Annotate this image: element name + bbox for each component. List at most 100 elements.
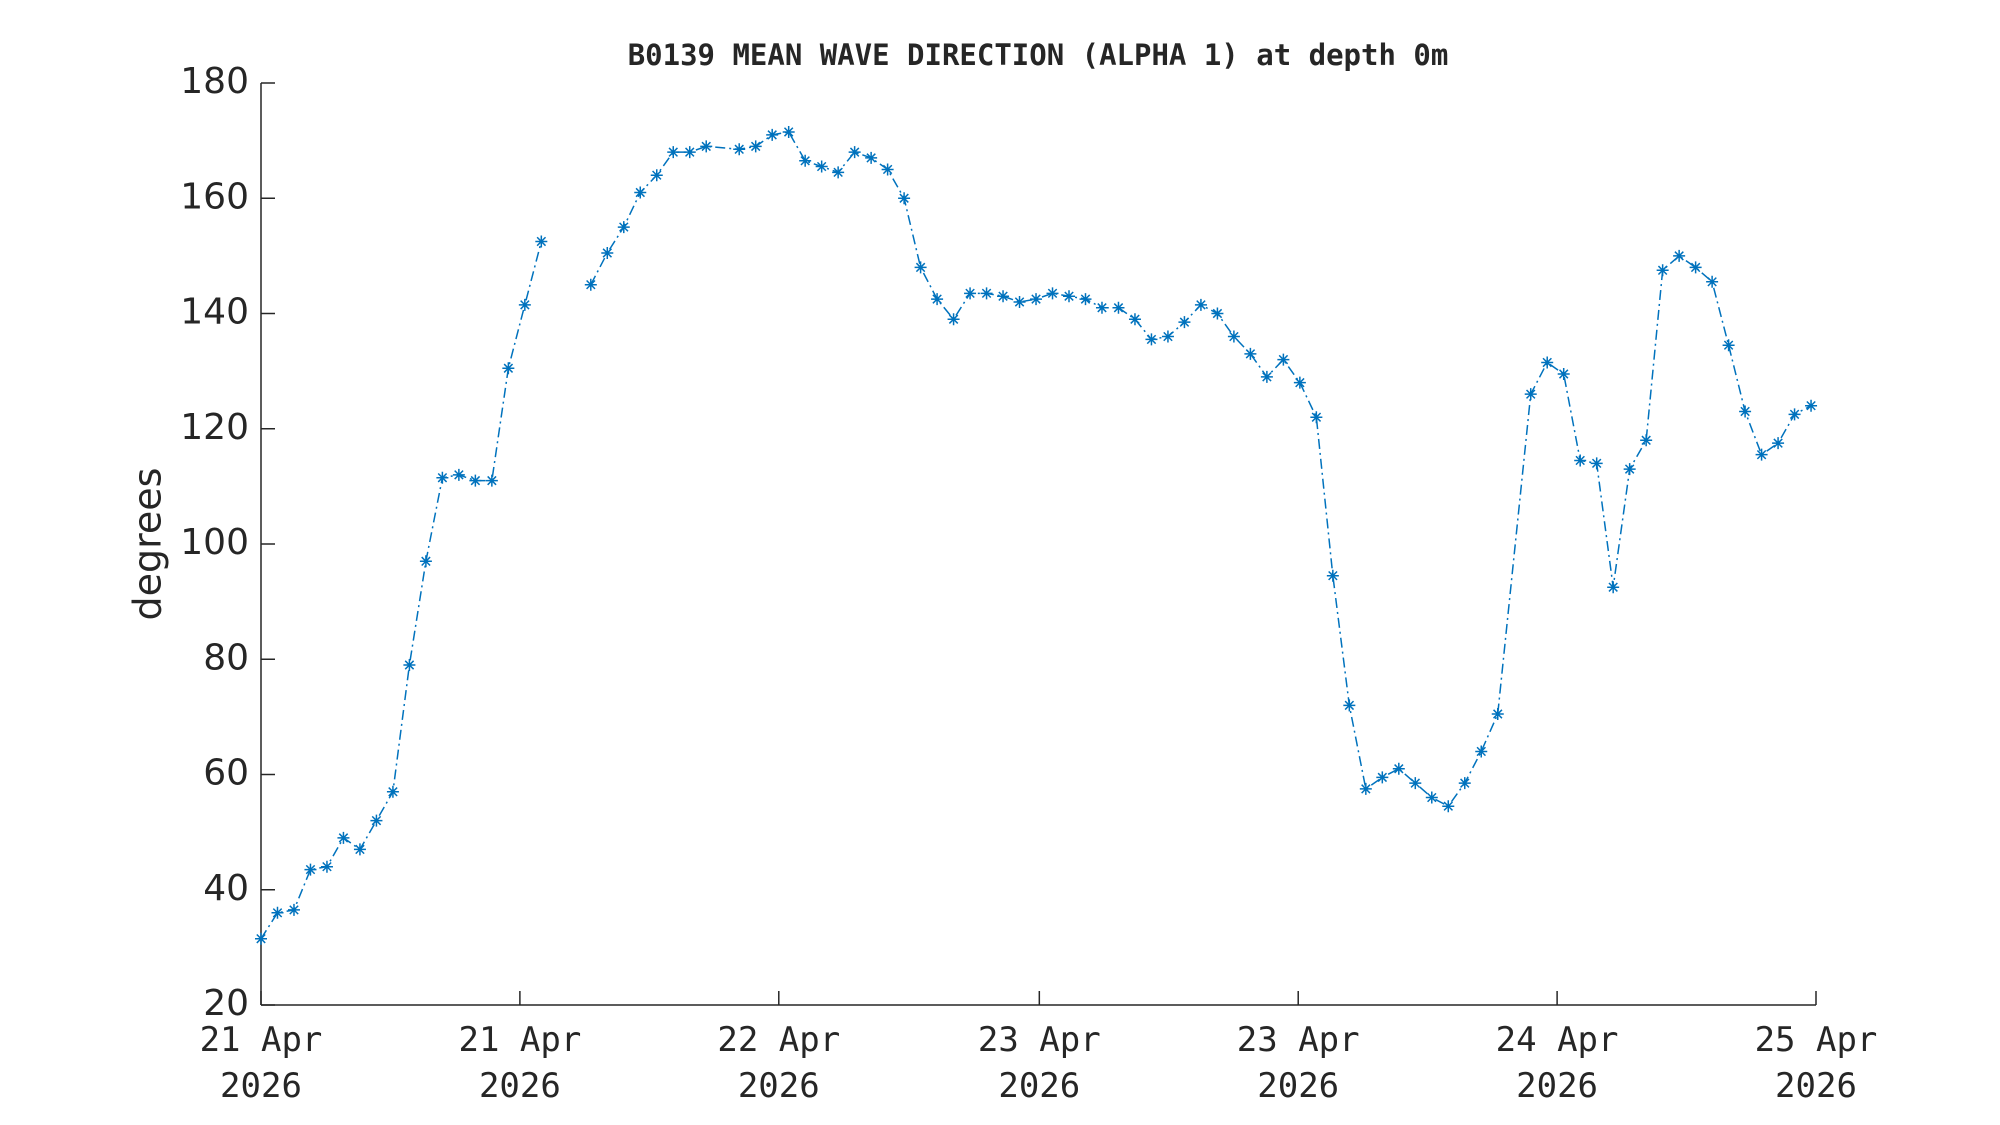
data-point [1805,399,1818,412]
data-point [815,160,828,173]
data-point [1442,800,1455,813]
y-tick-label: 120 [180,407,249,448]
data-point [403,659,416,672]
data-point [518,298,531,311]
data-point [1491,707,1504,720]
data-point [287,903,300,916]
y-tick-label: 80 [203,637,249,678]
data-point [1409,777,1422,790]
data-point [353,843,366,856]
y-tick-label: 100 [180,522,249,563]
data-point [1178,316,1191,329]
data-point [1013,295,1026,308]
data-point [1128,313,1141,326]
chart-title: B0139 MEAN WAVE DIRECTION (ALPHA 1) at d… [628,38,1449,72]
data-point [865,151,878,164]
data-point [419,555,432,568]
data-point [1755,448,1768,461]
data-point [304,863,317,876]
data-point [683,146,696,159]
data-point [1689,261,1702,274]
y-axis-label: degrees [126,468,170,621]
x-tick-label: 23 Apr 2026 [977,1020,1101,1106]
y-tick-label: 20 [203,983,249,1024]
y-tick-label: 140 [180,292,249,333]
data-point [337,831,350,844]
x-tick-label: 25 Apr 2026 [1754,1020,1878,1106]
data-point [1739,405,1752,418]
data-point [799,154,812,167]
data-point [535,235,548,248]
data-point [1557,368,1570,381]
data-point [1244,347,1257,360]
data-point [997,290,1010,303]
data-point [733,143,746,156]
data-point [1788,408,1801,421]
data-point [1772,437,1785,450]
data-point [980,287,993,300]
data-point [1475,745,1488,758]
data-point [832,166,845,179]
data-point [1343,699,1356,712]
data-point [370,814,383,827]
data-point [1194,298,1207,311]
data-point [766,128,779,141]
x-tick-label: 24 Apr 2026 [1495,1020,1619,1106]
data-point [1326,569,1339,582]
data-point [1063,290,1076,303]
x-tick-label: 23 Apr 2026 [1236,1020,1360,1106]
data-point [1293,376,1306,389]
data-point [1458,777,1471,790]
data-point [1541,356,1554,369]
data-point [271,906,284,919]
data-point [1524,388,1537,401]
data-point [1095,301,1108,314]
y-tick-label: 40 [203,868,249,909]
data-point [436,471,449,484]
data-point [255,932,267,945]
x-tick-label: 21 Apr 2026 [458,1020,582,1106]
data-point [947,313,960,326]
data-point [1227,330,1240,343]
data-point [749,140,762,153]
data-point [584,278,597,291]
y-tick-label: 180 [180,61,249,102]
x-tick-label: 22 Apr 2026 [717,1020,841,1106]
data-point [469,474,482,487]
data-point [1590,457,1603,470]
data-point [1359,782,1372,795]
data-point [386,785,399,798]
data-point [617,221,630,234]
data-point [1640,434,1653,447]
data-point [848,146,861,159]
data-point [1112,301,1125,314]
data-point [914,261,927,274]
data-point [452,468,465,481]
data-point [1046,287,1059,300]
data-point [881,163,894,176]
data-point [1656,264,1669,277]
y-tick-label: 60 [203,753,249,794]
data-point [1145,333,1158,346]
data-point [1310,411,1323,424]
data-point [1030,293,1043,306]
data-point [1673,249,1686,262]
data-point [1706,275,1719,288]
data-point [964,287,977,300]
y-tick-label: 160 [180,176,249,217]
series-line [260,131,1812,940]
data-point [931,293,944,306]
data-point [1079,293,1092,306]
data-point [485,474,498,487]
data-point [320,860,333,873]
data-point [650,169,663,182]
data-point [782,125,795,138]
data-point [667,146,680,159]
data-point [1623,463,1636,476]
data-point [1161,330,1174,343]
data-point [1260,370,1273,383]
x-tick-label: 21 Apr 2026 [199,1020,323,1106]
data-point [502,362,515,375]
data-point [1211,307,1224,320]
